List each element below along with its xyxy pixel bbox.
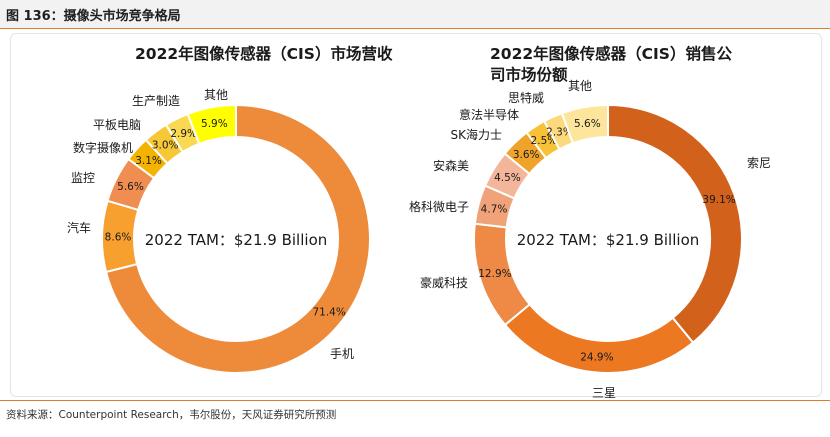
donut1-value-label-6: 5.9% — [201, 118, 228, 130]
donut1-segment-6 — [186, 103, 237, 146]
figure-header: 图 136：摄像头市场竞争格局 — [0, 0, 830, 29]
donut1-category-label-5: 生产制造 — [132, 94, 180, 108]
donut1-category-label-2: 监控 — [71, 171, 95, 185]
donut2-center-label: 2022 TAM：$21.9 Billion — [517, 231, 700, 249]
donut2-value-label-3: 4.7% — [481, 203, 508, 215]
donut2-segment-0 — [607, 103, 743, 344]
donut2-category-label-7: 思特威 — [508, 90, 544, 105]
donut2-category-label-3: 格科微电子 — [409, 199, 469, 214]
donut2-category-label-0: 索尼 — [747, 156, 771, 170]
donut2-category-label-8: 其他 — [568, 79, 592, 93]
donut1-value-label-2: 5.6% — [117, 181, 144, 193]
donut1-value-label-4: 3.0% — [152, 140, 179, 152]
donut2-value-label-0: 39.1% — [702, 194, 735, 206]
donut1-value-label-3: 3.1% — [135, 155, 162, 167]
donut1-category-label-6: 其他 — [204, 88, 228, 102]
chart-title-vendor-share: 2022年图像传感器（CIS）销售公司市场份额 — [490, 45, 732, 84]
donut1-segment-0 — [104, 103, 371, 374]
donut1-category-label-1: 汽车 — [67, 220, 91, 235]
donut2-category-label-6: 意法半导体 — [459, 107, 519, 122]
donut1-center-label: 2022 TAM：$21.9 Billion — [145, 231, 328, 249]
donut1-category-label-0: 手机 — [330, 347, 354, 361]
donut2-value-label-1: 24.9% — [580, 351, 613, 363]
figure-title: 图 136：摄像头市场竞争格局 — [6, 9, 181, 24]
donut1-category-label-3: 数字摄像机 — [73, 140, 133, 155]
donut2-value-label-6: 2.5% — [531, 135, 558, 147]
donut2-category-label-5: SK海力士 — [451, 127, 503, 142]
donut1-value-label-1: 8.6% — [105, 232, 132, 244]
figure-source: 资料来源：Counterpoint Research，韦尔股份，天风证券研究所预… — [6, 409, 337, 421]
donut1-value-label-0: 71.4% — [312, 306, 345, 318]
chart-title-revenue: 2022年图像传感器（CIS）市场营收 — [135, 45, 393, 63]
footer-divider — [0, 400, 830, 401]
donut1-category-label-4: 平板电脑 — [93, 118, 141, 132]
donut2-segment-8 — [560, 103, 609, 145]
donut2-value-label-7: 2.3% — [546, 126, 573, 138]
donut-chart-revenue: 71.4% 手机 8.6% 汽车 5.6% 监控 3.1%数字摄像机 3.0% 平板电脑 2.9%… — [67, 88, 371, 374]
donut2-value-label-5: 3.6% — [513, 149, 540, 161]
donut2-category-label-2: 豪威科技 — [420, 275, 468, 290]
donut1-value-label-5: 2.9% — [170, 128, 197, 140]
donut2-value-label-8: 5.6% — [574, 118, 601, 130]
donut-chart-vendor-share: 39.1% 索尼 24.9% 三星 12.9% 豪威科技 4.7% 格科微电子 4.5% 安森美 3… — [409, 79, 771, 400]
donut2-value-label-2: 12.9% — [478, 268, 511, 280]
donut2-category-label-1: 三星 — [592, 386, 616, 400]
donut2-category-label-4: 安森美 — [433, 158, 469, 173]
donut2-value-label-4: 4.5% — [494, 172, 521, 184]
